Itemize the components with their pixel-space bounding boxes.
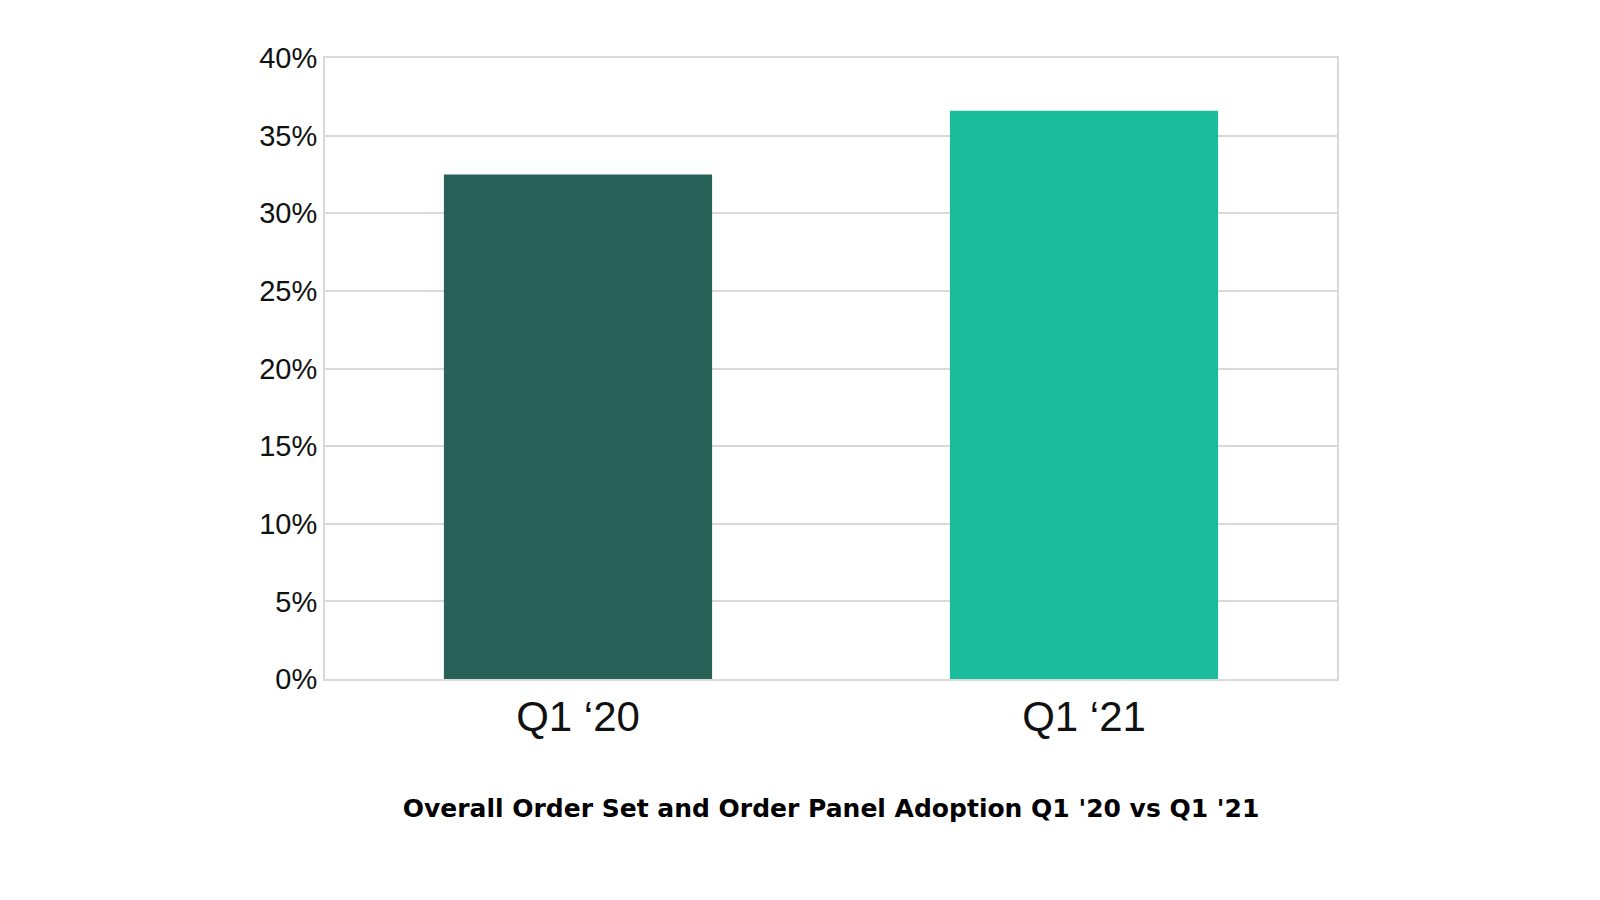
svg-text:40%: 40% <box>259 42 317 74</box>
svg-text:Overall Order Set and Order Pa: Overall Order Set and Order Panel Adopti… <box>403 794 1260 823</box>
svg-text:5%: 5% <box>275 586 317 618</box>
svg-text:25%: 25% <box>259 275 317 307</box>
svg-text:35%: 35% <box>259 120 317 152</box>
svg-text:Q1 ‘21: Q1 ‘21 <box>1022 693 1146 740</box>
svg-text:15%: 15% <box>259 430 317 462</box>
svg-text:Q1 ‘20: Q1 ‘20 <box>516 693 640 740</box>
svg-text:0%: 0% <box>275 663 317 695</box>
svg-text:30%: 30% <box>259 197 317 229</box>
svg-text:20%: 20% <box>259 353 317 385</box>
svg-text:10%: 10% <box>259 508 317 540</box>
